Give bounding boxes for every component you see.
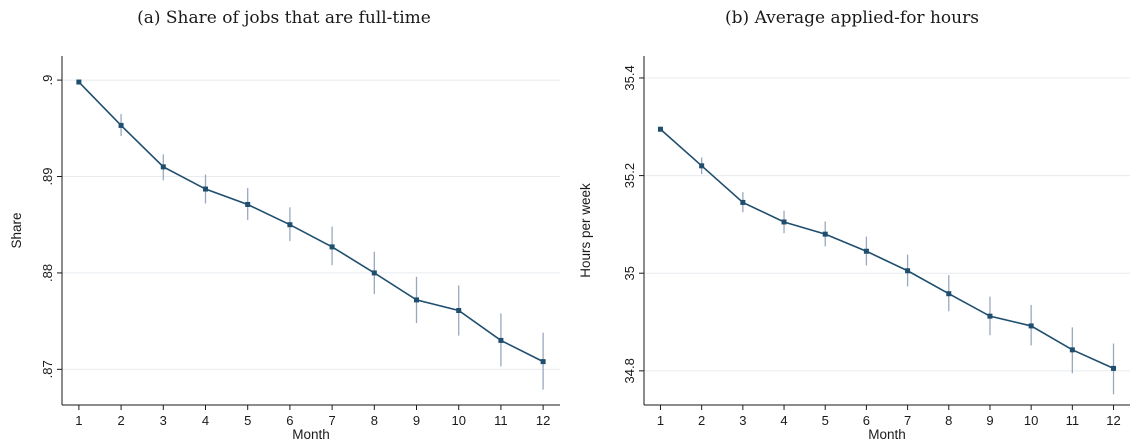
- data-point: [1111, 365, 1117, 371]
- y-axis-title: Share: [9, 212, 24, 248]
- x-tick-label: 7: [328, 413, 335, 428]
- x-tick-label: 1: [75, 413, 82, 428]
- chart-title: (b) Average applied-for hours: [725, 8, 979, 28]
- data-point: [371, 270, 377, 276]
- x-tick-label: 1: [657, 413, 664, 428]
- x-axis-title: Month: [292, 427, 330, 442]
- data-point: [456, 308, 462, 314]
- chart-title: (a) Share of jobs that are full-time: [137, 8, 431, 28]
- y-tick-label: 35.4: [622, 65, 637, 90]
- x-tick-label: 5: [244, 413, 251, 428]
- data-point: [498, 337, 504, 343]
- data-point: [202, 186, 208, 192]
- y-tick-label: 35.2: [622, 163, 637, 188]
- x-tick-label: 11: [1066, 413, 1080, 428]
- y-tick-label: .89: [40, 167, 55, 185]
- x-tick-label: 5: [822, 413, 829, 428]
- x-tick-label: 9: [413, 413, 420, 428]
- x-axis-title: Month: [868, 427, 906, 442]
- x-tick-label: 9: [986, 413, 993, 428]
- data-point: [329, 244, 335, 250]
- y-tick-label: 35: [622, 266, 637, 280]
- x-tick-label: 6: [863, 413, 870, 428]
- data-point: [76, 79, 82, 85]
- y-tick-label: .87: [40, 360, 55, 378]
- data-point: [414, 297, 420, 303]
- x-tick-label: 6: [286, 413, 293, 428]
- data-point: [245, 201, 251, 207]
- data-point: [118, 122, 124, 128]
- x-tick-label: 4: [202, 413, 209, 428]
- x-tick-label: 7: [904, 413, 911, 428]
- data-point: [987, 313, 993, 319]
- x-tick-label: 8: [371, 413, 378, 428]
- y-tick-label: .9: [40, 75, 55, 86]
- data-point: [160, 164, 166, 170]
- x-tick-label: 8: [945, 413, 952, 428]
- x-tick-label: 3: [739, 413, 746, 428]
- data-point: [863, 248, 869, 254]
- data-point: [822, 231, 828, 237]
- data-point: [1028, 323, 1034, 329]
- series-line: [659, 128, 1114, 370]
- data-point: [1069, 347, 1075, 353]
- x-tick-label: 10: [451, 413, 465, 428]
- x-tick-label: 2: [698, 413, 705, 428]
- x-tick-label: 10: [1024, 413, 1038, 428]
- chart-panel-applied-hours: (b) Average applied-for hours 34.8 35 35.2…: [568, 0, 1136, 446]
- x-tick-label: 2: [117, 413, 124, 428]
- data-point: [781, 219, 787, 225]
- chart-panel-share-full-time: (a) Share of jobs that are full-time .87…: [9, 8, 560, 442]
- data-point: [946, 291, 952, 297]
- x-tick-label: 3: [160, 413, 167, 428]
- data-point: [287, 222, 293, 228]
- x-tick-label: 12: [1106, 413, 1120, 428]
- x-tick-label: 12: [536, 413, 550, 428]
- x-tick-label: 11: [494, 413, 508, 428]
- y-tick-label: .88: [40, 264, 55, 282]
- y-axis-title: Hours per week: [578, 183, 593, 278]
- data-point: [905, 268, 911, 274]
- x-tick-label: 4: [780, 413, 787, 428]
- data-point: [540, 359, 546, 365]
- data-point: [657, 126, 663, 132]
- data-point: [699, 163, 705, 169]
- series-line: [78, 81, 544, 363]
- y-tick-label: 34.8: [622, 358, 637, 383]
- data-point: [740, 199, 746, 205]
